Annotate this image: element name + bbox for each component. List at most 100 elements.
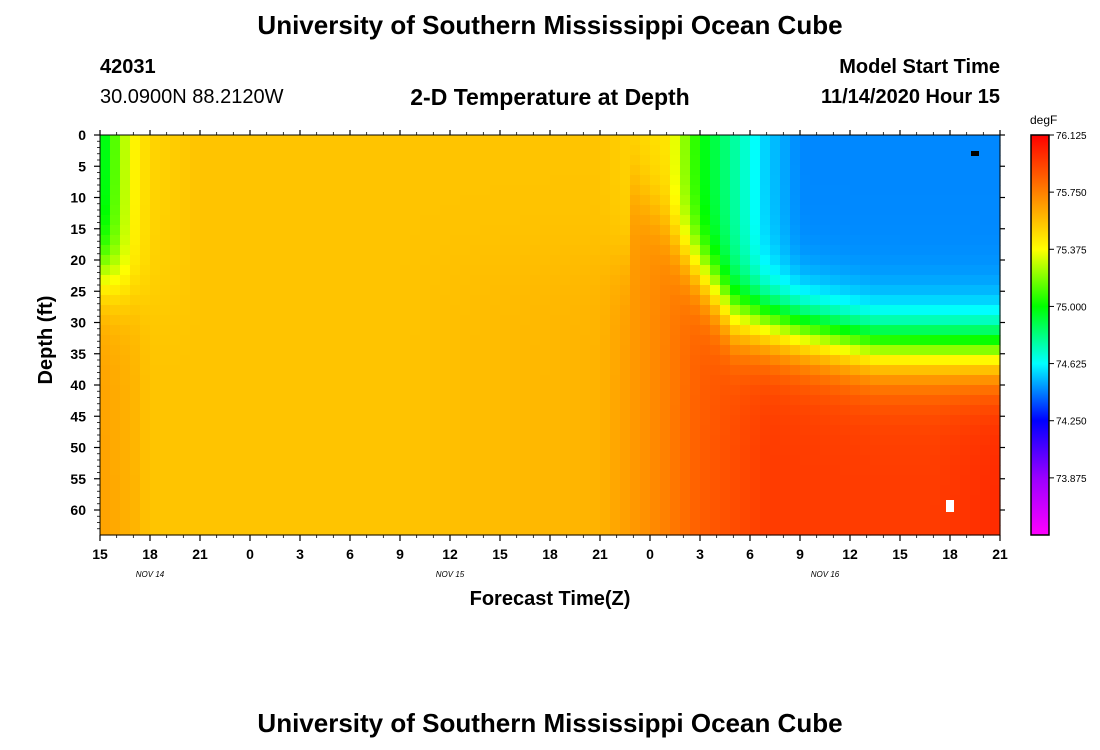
heat-cell: [900, 235, 911, 246]
heat-cell: [430, 135, 441, 146]
heat-cell: [230, 285, 241, 296]
heat-cell: [380, 425, 391, 436]
heat-cell: [750, 515, 761, 526]
heat-cell: [950, 515, 961, 526]
heat-cell: [310, 335, 321, 346]
heat-cell: [990, 325, 1001, 336]
heat-cell: [200, 365, 211, 376]
heat-cell: [730, 515, 741, 526]
heat-cell: [780, 415, 791, 426]
heat-cell: [840, 345, 851, 356]
heat-cell: [290, 205, 301, 216]
heat-cell: [490, 135, 501, 146]
heat-cell: [370, 245, 381, 256]
heat-cell: [610, 495, 621, 506]
heat-cell: [100, 425, 111, 436]
heat-cell: [710, 395, 721, 406]
heat-cell: [860, 135, 871, 146]
heat-cell: [130, 285, 141, 296]
heat-cell: [830, 345, 841, 356]
heat-cell: [290, 215, 301, 226]
heat-cell: [310, 415, 321, 426]
heat-cell: [860, 325, 871, 336]
heat-cell: [930, 495, 941, 506]
heat-cell: [690, 305, 701, 316]
heat-cell: [810, 455, 821, 466]
heat-cell: [600, 265, 611, 276]
heat-cell: [970, 165, 981, 176]
heat-cell: [960, 335, 971, 346]
heat-cell: [720, 245, 731, 256]
heat-cell: [960, 475, 971, 486]
heat-cell: [400, 515, 411, 526]
heat-cell: [120, 505, 131, 516]
heat-cell: [290, 185, 301, 196]
heat-cell: [440, 445, 451, 456]
heat-cell: [820, 495, 831, 506]
heat-cell: [810, 505, 821, 516]
heat-cell: [350, 175, 361, 186]
heat-cell: [930, 145, 941, 156]
heat-cell: [240, 435, 251, 446]
heat-cell: [220, 295, 231, 306]
heat-cell: [340, 515, 351, 526]
heat-cell: [800, 515, 811, 526]
heat-cell: [170, 245, 181, 256]
heat-cell: [930, 325, 941, 336]
heat-cell: [160, 425, 171, 436]
heat-cell: [970, 295, 981, 306]
heat-cell: [360, 175, 371, 186]
heat-cell: [130, 325, 141, 336]
heat-cell: [470, 505, 481, 516]
heat-cell: [110, 435, 121, 446]
heat-cell: [470, 405, 481, 416]
heat-cell: [120, 375, 131, 386]
heat-cell: [290, 335, 301, 346]
heat-cell: [310, 285, 321, 296]
heat-cell: [860, 495, 871, 506]
heat-cell: [490, 155, 501, 166]
heat-cell: [320, 505, 331, 516]
heat-cell: [320, 305, 331, 316]
heat-cell: [720, 195, 731, 206]
heat-cell: [440, 325, 451, 336]
heat-cell: [200, 405, 211, 416]
heat-cell: [690, 355, 701, 366]
heat-cell: [450, 495, 461, 506]
heat-cell: [720, 525, 731, 536]
heat-cell: [110, 505, 121, 516]
heat-cell: [330, 135, 341, 146]
heat-cell: [710, 515, 721, 526]
heat-cell: [850, 385, 861, 396]
heat-cell: [250, 465, 261, 476]
heat-cell: [850, 485, 861, 496]
heat-cell: [970, 305, 981, 316]
heat-cell: [100, 315, 111, 326]
heat-cell: [700, 235, 711, 246]
heat-cell: [950, 305, 961, 316]
heat-cell: [280, 305, 291, 316]
heat-cell: [850, 455, 861, 466]
heat-cell: [540, 165, 551, 176]
y-tick-label: 25: [70, 283, 86, 299]
heat-cell: [550, 445, 561, 456]
heat-cell: [830, 525, 841, 536]
heat-cell: [110, 155, 121, 166]
heat-cell: [450, 325, 461, 336]
heat-cell: [650, 425, 661, 436]
heat-cell: [600, 185, 611, 196]
heat-cell: [150, 485, 161, 496]
heat-cell: [300, 255, 311, 266]
heat-cell: [420, 485, 431, 496]
heat-cell: [770, 435, 781, 446]
heat-cell: [710, 205, 721, 216]
heat-cell: [250, 145, 261, 156]
heat-cell: [810, 295, 821, 306]
heat-cell: [300, 495, 311, 506]
heat-cell: [320, 435, 331, 446]
heat-cell: [140, 525, 151, 536]
heat-cell: [410, 485, 421, 496]
heat-cell: [350, 205, 361, 216]
heat-cell: [630, 365, 641, 376]
heat-cell: [820, 365, 831, 376]
